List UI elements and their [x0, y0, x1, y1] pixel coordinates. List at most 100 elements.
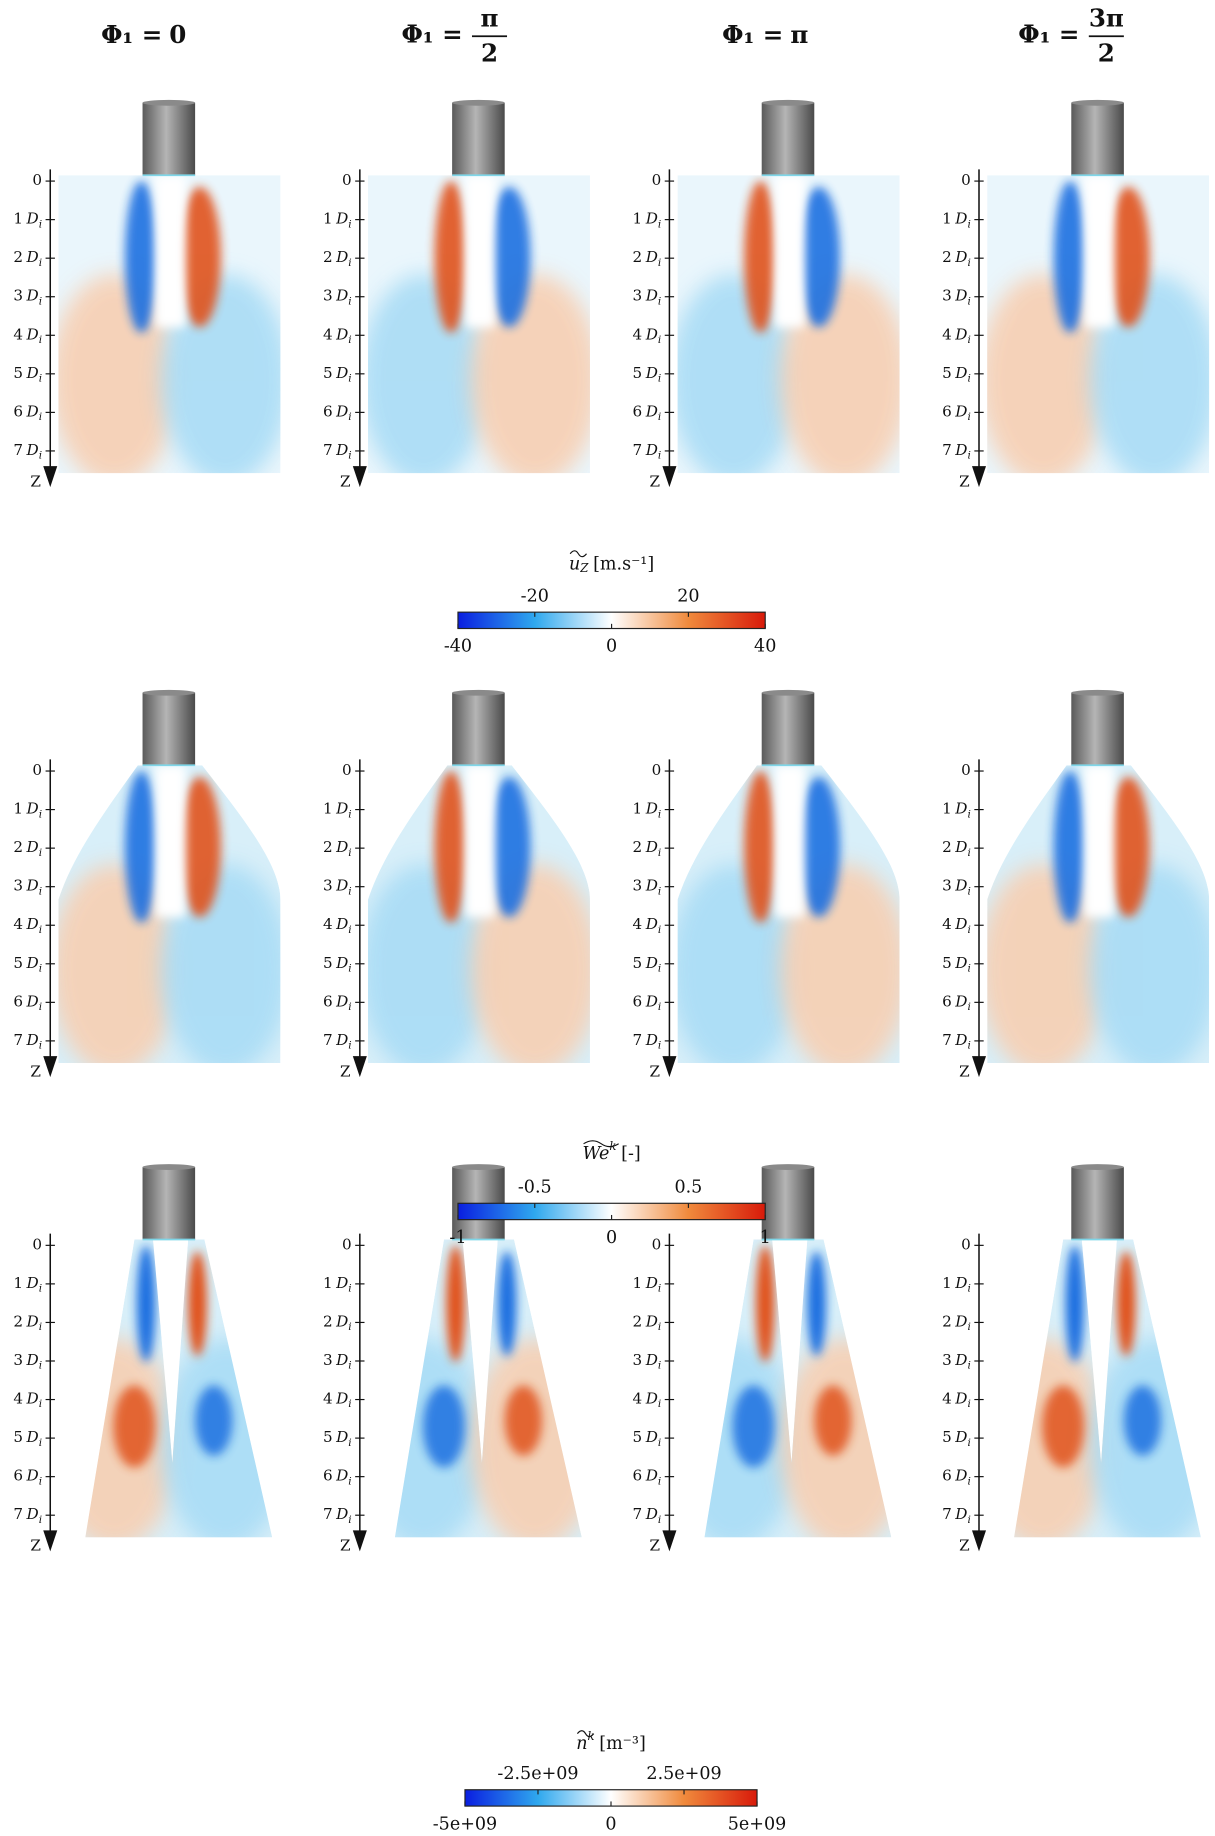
- tick-unit-subscript: i: [658, 1437, 661, 1449]
- tick-number: 4: [323, 1390, 333, 1408]
- nozzle: [1071, 102, 1124, 176]
- field-image: [58, 765, 281, 1064]
- header-denominator: 2: [1098, 38, 1115, 67]
- tick-unit: D: [26, 992, 39, 1010]
- tick-unit-subscript: i: [348, 1321, 351, 1333]
- tick-number: 0: [342, 761, 352, 779]
- tick-unit: D: [954, 877, 967, 895]
- tick-unit: D: [645, 1351, 658, 1369]
- tick-unit: D: [335, 915, 348, 933]
- tick-unit-subscript: i: [39, 1360, 42, 1372]
- axis-tick-label: 4 Di: [323, 325, 352, 346]
- axis-tick-label: 0: [342, 761, 352, 779]
- tick-number: 6: [323, 402, 333, 420]
- tick-unit: D: [335, 954, 348, 972]
- tick-number: 4: [323, 915, 333, 933]
- tick-unit-subscript: i: [658, 1040, 661, 1052]
- axis-tick-label: 7 Di: [633, 1031, 662, 1052]
- tick-unit-subscript: i: [658, 257, 661, 269]
- tick-unit-subscript: i: [967, 411, 970, 423]
- axis-tick-label: 7 Di: [323, 441, 352, 462]
- axis-arrow: [971, 1530, 987, 1552]
- tick-unit: D: [26, 1274, 39, 1292]
- tick-unit-subscript: i: [967, 1283, 970, 1295]
- nozzle: [452, 102, 505, 176]
- field-region: [732, 1385, 775, 1468]
- field-region: [797, 186, 840, 328]
- axis-tick-label: 3 Di: [942, 877, 971, 898]
- field-panel: 01 Di2 Di3 Di4 Di5 Di6 Di7 DiZ: [323, 689, 590, 1080]
- colorbar-tick-label: 2.5e+09: [646, 1764, 721, 1784]
- tick-number: 3: [633, 877, 643, 895]
- tick-unit: D: [954, 287, 967, 305]
- axis-tick-label: 6 Di: [633, 1467, 662, 1488]
- jet-core: [464, 765, 496, 918]
- nozzle: [761, 1167, 815, 1240]
- tick-unit-subscript: i: [967, 257, 970, 269]
- tick-number: 7: [942, 441, 952, 459]
- tick-unit: D: [26, 210, 39, 228]
- tick-unit-subscript: i: [348, 1360, 351, 1372]
- header-numerator: π: [481, 3, 499, 32]
- column-header: Φ₁ = π: [722, 20, 808, 49]
- tick-number: 2: [633, 248, 643, 266]
- colorbar-tick-label: -20: [521, 586, 549, 606]
- tick-unit-subscript: i: [39, 1398, 42, 1410]
- axis-tick-label: 7 Di: [942, 1031, 971, 1052]
- tick-number: 7: [13, 1031, 23, 1049]
- tick-unit: D: [26, 287, 39, 305]
- header-prefix: Φ₁ =: [401, 20, 462, 49]
- tick-number: 2: [323, 838, 333, 856]
- tick-unit: D: [645, 402, 658, 420]
- tick-number: 1: [13, 1274, 23, 1292]
- tick-unit: D: [335, 1312, 348, 1330]
- tick-unit: D: [645, 248, 658, 266]
- tick-unit-subscript: i: [348, 1283, 351, 1295]
- colorbar-title: Wek [-]: [582, 1139, 640, 1164]
- field-region: [704, 1338, 798, 1538]
- axis-tick-label: 6 Di: [323, 402, 352, 423]
- axis-tick-label: 1 Di: [13, 800, 42, 821]
- axis-tick-label: 4 Di: [323, 1390, 352, 1411]
- tick-unit: D: [335, 364, 348, 382]
- tick-unit-subscript: i: [348, 1514, 351, 1526]
- axis-tick-label: 6 Di: [13, 402, 42, 423]
- tick-number: 7: [633, 441, 643, 459]
- tick-unit-subscript: i: [348, 334, 351, 346]
- tick-unit: D: [335, 992, 348, 1010]
- axis-tick-label: 6 Di: [942, 992, 971, 1013]
- axis-tick-label: 5 Di: [323, 364, 352, 385]
- tilde: [576, 1730, 595, 1738]
- axis-tick-label: 0: [961, 761, 971, 779]
- tick-unit-subscript: i: [39, 1283, 42, 1295]
- tick-unit-subscript: i: [39, 295, 42, 307]
- field-region: [1107, 186, 1150, 328]
- column-header: Φ₁ = 3π 2: [1018, 3, 1124, 67]
- tick-unit: D: [335, 325, 348, 343]
- field-panel: 01 Di2 Di3 Di4 Di5 Di6 Di7 DiZ: [323, 99, 590, 490]
- field-region: [125, 771, 158, 923]
- tick-unit-subscript: i: [348, 808, 351, 820]
- field-region: [504, 1385, 543, 1456]
- tick-unit: D: [954, 1390, 967, 1408]
- axis-tick-label: 5 Di: [942, 364, 971, 385]
- header-value: 0: [169, 20, 186, 49]
- field-panel: 01 Di2 Di3 Di4 Di5 Di6 Di7 DiZ: [942, 689, 1210, 1080]
- axis-tick-label: 6 Di: [942, 1467, 971, 1488]
- tick-number: 2: [942, 838, 952, 856]
- tick-unit-subscript: i: [348, 450, 351, 462]
- axis-tick-label: 7 Di: [633, 441, 662, 462]
- column-header: Φ₁ = 0: [101, 20, 186, 49]
- field-region: [394, 1338, 489, 1538]
- field-panel: 01 Di2 Di3 Di4 Di5 Di6 Di7 DiZ: [13, 1164, 273, 1555]
- axis-tick-label: 5 Di: [942, 954, 971, 975]
- field-image: [368, 175, 590, 474]
- tick-unit: D: [26, 1031, 39, 1049]
- tick-unit-subscript: i: [39, 218, 42, 230]
- field-region: [434, 181, 468, 333]
- axis-tick-label: 4 Di: [633, 1390, 662, 1411]
- tick-unit: D: [335, 441, 348, 459]
- field-panel: 01 Di2 Di3 Di4 Di5 Di6 Di7 DiZ: [942, 99, 1210, 490]
- tick-unit-subscript: i: [967, 1001, 970, 1013]
